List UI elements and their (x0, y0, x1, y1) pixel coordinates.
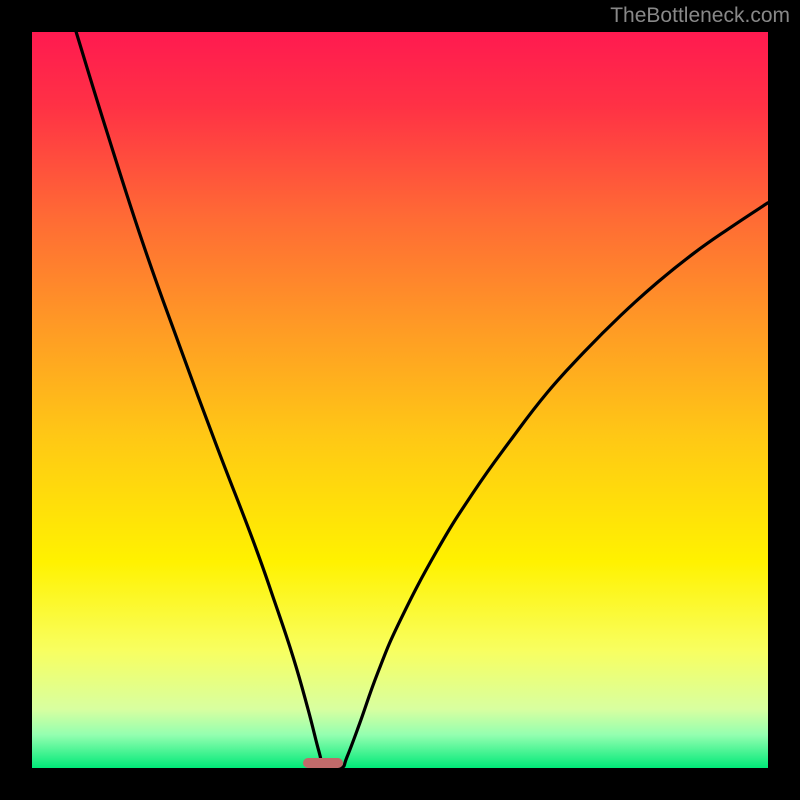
watermark-text: TheBottleneck.com (610, 4, 790, 28)
bottleneck-curve (32, 32, 768, 768)
minimum-marker (303, 758, 343, 768)
plot-area (32, 32, 768, 768)
